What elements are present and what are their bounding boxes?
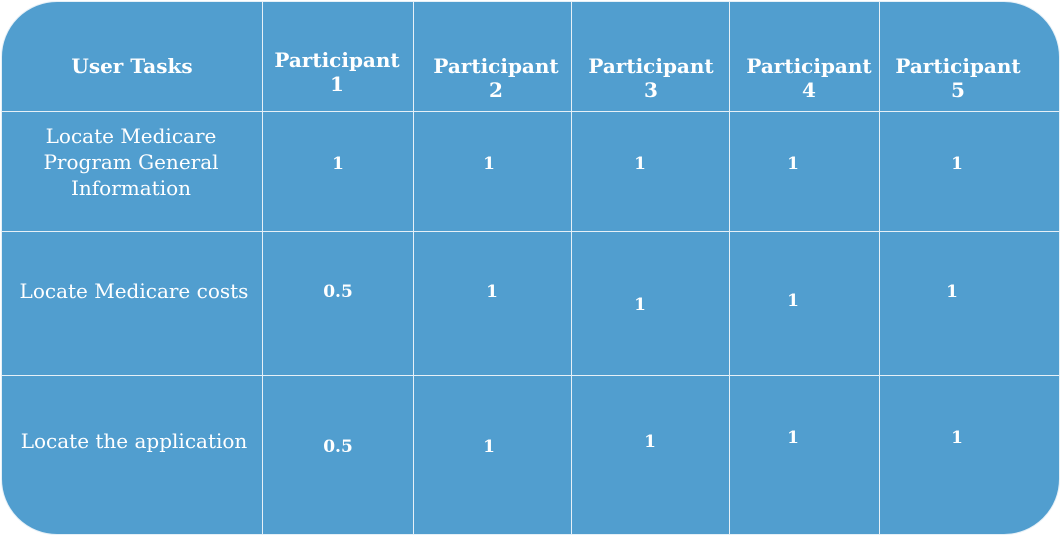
row-divider (2, 375, 1059, 376)
task-cell: Locate Medicare Program General Informat… (43, 124, 219, 200)
score-cell: 1 (946, 282, 958, 302)
score-cell: 1 (787, 154, 799, 174)
column-divider (879, 2, 880, 534)
row-divider (2, 231, 1059, 232)
score-cell: 1 (787, 291, 799, 311)
score-cell: 1 (951, 154, 963, 174)
header-participant-2: Participant 2 (433, 54, 559, 102)
row-divider (2, 111, 1059, 112)
score-cell: 1 (483, 154, 495, 174)
score-cell: 1 (486, 282, 498, 302)
score-cell: 0.5 (323, 282, 353, 302)
column-divider (571, 2, 572, 534)
score-cell: 1 (634, 295, 646, 315)
task-cell: Locate Medicare costs (19, 279, 249, 303)
score-cell: 0.5 (323, 437, 353, 457)
score-cell: 1 (483, 437, 495, 457)
header-participant-1: Participant 1 (274, 48, 400, 96)
column-divider (729, 2, 730, 534)
score-cell: 1 (951, 428, 963, 448)
header-participant-3: Participant 3 (588, 54, 714, 102)
header-user-tasks: User Tasks (71, 54, 193, 78)
score-cell: 1 (332, 154, 344, 174)
column-divider (262, 2, 263, 534)
score-cell: 1 (787, 428, 799, 448)
task-cell: Locate the application (20, 429, 248, 453)
header-participant-4: Participant 4 (746, 54, 872, 102)
score-cell: 1 (644, 432, 656, 452)
column-divider (413, 2, 414, 534)
score-cell: 1 (634, 154, 646, 174)
header-participant-5: Participant 5 (895, 54, 1021, 102)
